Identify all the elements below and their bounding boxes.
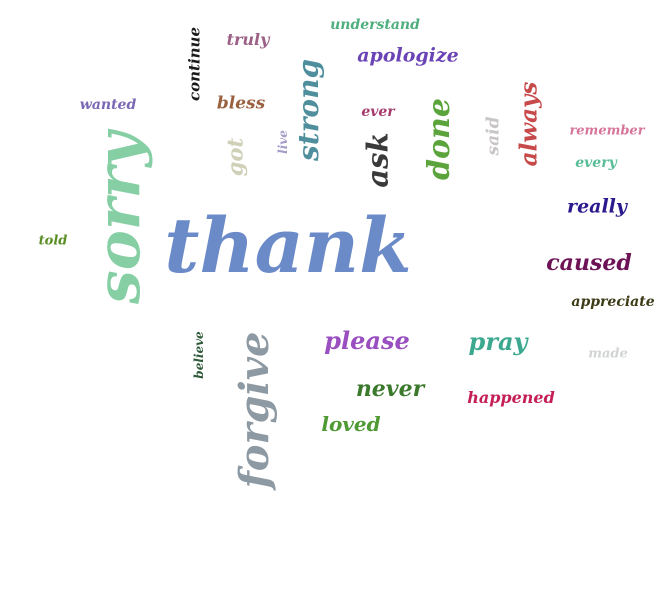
word-pray: pray	[468, 327, 528, 356]
word-done: done	[422, 98, 457, 180]
word-bless: bless	[216, 93, 266, 114]
word-live: live	[276, 130, 290, 154]
word-caused: caused	[546, 250, 632, 276]
word-ever: ever	[361, 104, 395, 120]
word-strong: strong	[292, 58, 325, 162]
word-loved: loved	[321, 412, 381, 436]
word-really: really	[567, 195, 627, 218]
word-appreciate: appreciate	[571, 294, 655, 310]
word-never: never	[355, 376, 425, 402]
word-sorry: sorry	[84, 132, 154, 304]
word-continue: continue	[185, 26, 204, 102]
word-every: every	[575, 155, 617, 171]
word-wanted: wanted	[79, 97, 137, 113]
word-got: got	[222, 137, 248, 177]
word-ask: ask	[360, 132, 395, 188]
word-forgive: forgive	[231, 331, 278, 489]
word-made: made	[588, 346, 628, 362]
word-always: always	[515, 81, 543, 167]
word-understand: understand	[330, 17, 420, 33]
word-please: please	[324, 326, 410, 355]
word-remember: remember	[569, 123, 645, 139]
word-happened: happened	[467, 388, 555, 407]
word-said: said	[483, 116, 504, 156]
word-believe: believe	[192, 331, 206, 379]
word-apologize: apologize	[357, 44, 459, 67]
word-truly: truly	[226, 30, 270, 49]
word-thank: thank	[164, 201, 412, 290]
word-told: told	[38, 233, 68, 249]
